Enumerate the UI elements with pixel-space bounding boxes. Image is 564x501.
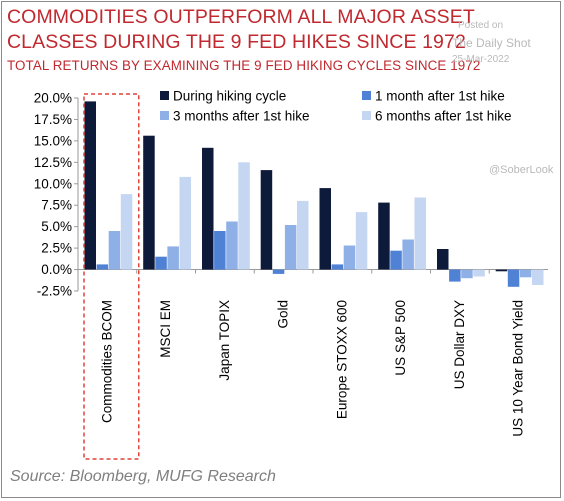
category-label: MSCI EM	[158, 300, 173, 358]
y-tick-label: -2.5%	[37, 284, 72, 299]
chart-title-line-1: COMMODITIES OUTPERFORM ALL MAJOR ASSET	[7, 6, 475, 28]
watermark-site: The Daily Shot	[452, 36, 531, 50]
legend-swatch	[160, 111, 169, 120]
bar	[437, 249, 449, 270]
bar	[284, 225, 297, 270]
bar	[355, 212, 368, 270]
bar	[226, 221, 238, 270]
legend-label: 3 months after 1st hike	[173, 109, 310, 124]
bar	[260, 170, 273, 270]
bar	[449, 269, 461, 282]
bar	[155, 256, 167, 270]
bar	[495, 269, 508, 272]
y-tick-label: 2.5%	[41, 241, 72, 256]
legend-swatch	[160, 91, 169, 100]
watermark-handle: @SoberLook	[489, 164, 554, 176]
bar	[319, 188, 331, 270]
legend: During hiking cycle 1 month after 1st hik…	[160, 89, 512, 124]
bar	[238, 162, 250, 270]
source-note: Source: Bloomberg, MUFG Research	[10, 468, 276, 485]
category-label: Japan TOPIX	[217, 300, 232, 381]
bar	[143, 135, 155, 270]
bar	[167, 246, 179, 270]
bar	[272, 269, 285, 274]
bar	[202, 147, 214, 270]
bar	[96, 264, 109, 270]
bar	[214, 231, 226, 270]
bar	[473, 269, 485, 277]
y-tick-label: 17.5%	[34, 112, 72, 127]
bar	[402, 239, 414, 270]
legend-swatch	[362, 111, 371, 120]
legend-swatch	[362, 91, 371, 100]
y-axis: 20.0% 17.5% 15.0% 12.5% 10.0% 7.5% 5.0% 2.5% 0.0…	[34, 91, 548, 299]
category-label: Europe STOXX 600	[334, 300, 349, 419]
watermark-date: 25-Mar-2022	[452, 54, 510, 65]
bar	[378, 202, 390, 270]
y-tick-label: 0.0%	[41, 262, 72, 277]
watermark-posted: Posted on	[458, 20, 504, 31]
y-tick-label: 7.5%	[41, 198, 72, 213]
category-label: Commodities BCOM	[99, 300, 114, 423]
bar	[532, 269, 544, 285]
chart-title-line-2: CLASSES DURING THE 9 FED HIKES SINCE 197…	[7, 31, 466, 53]
bar	[108, 231, 121, 270]
bar	[507, 269, 520, 287]
category-label: Gold	[276, 300, 291, 329]
y-tick-label: 12.5%	[34, 155, 72, 170]
y-tick-label: 10.0%	[34, 176, 72, 191]
bar	[120, 194, 133, 270]
bar	[297, 200, 309, 270]
y-tick-label: 5.0%	[41, 219, 72, 234]
bar	[343, 245, 356, 270]
bar	[461, 269, 473, 279]
legend-label: During hiking cycle	[173, 89, 286, 104]
legend-label: 1 month after 1st hike	[375, 89, 505, 104]
y-tick-label: 15.0%	[34, 133, 72, 148]
category-label: US 10 Year Bond Yield	[511, 300, 526, 437]
category-label: US S&P 500	[393, 300, 408, 376]
y-tick-label: 20.0%	[34, 91, 72, 106]
bar	[179, 176, 191, 270]
bar	[414, 197, 426, 270]
bar	[390, 250, 402, 270]
bar	[84, 101, 96, 270]
category-label: US Dollar DXY	[452, 300, 467, 389]
category-labels: Commodities BCOM MSCI EM Japan TOPIX Gold Eu…	[99, 300, 525, 437]
bar	[519, 269, 532, 278]
chart-subtitle: TOTAL RETURNS BY EXAMINING THE 9 FED HIK…	[7, 58, 481, 73]
bar	[331, 264, 344, 270]
legend-label: 6 months after 1st hike	[375, 109, 512, 124]
bar-groups	[84, 101, 544, 287]
